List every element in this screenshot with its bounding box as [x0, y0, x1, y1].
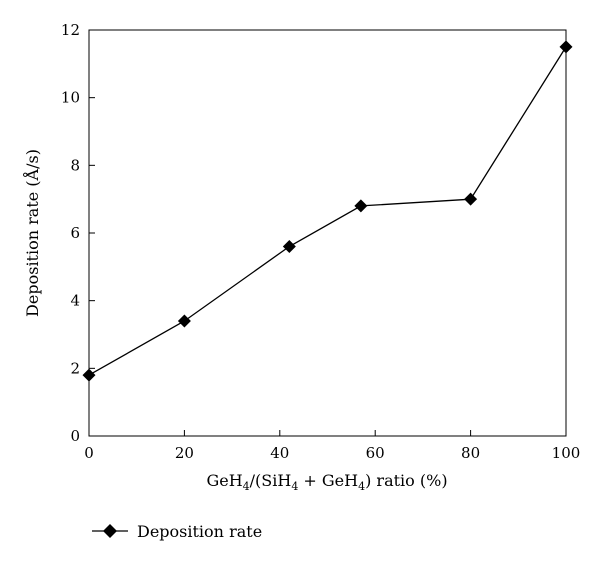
y-tick-label: 10	[61, 89, 80, 107]
x-axis: 0 20 40 60 80 100	[84, 430, 580, 462]
y-tick-label: 6	[70, 224, 80, 242]
data-point-5	[559, 40, 573, 54]
series-line-deposition-rate	[88, 46, 567, 376]
data-point-1	[177, 314, 191, 328]
data-point-0	[82, 368, 96, 382]
x-tick-label: 100	[552, 444, 581, 462]
legend: Deposition rate	[92, 522, 262, 541]
x-tick-label: 60	[366, 444, 385, 462]
data-point-3	[354, 199, 368, 213]
y-tick-label: 0	[70, 427, 80, 445]
x-axis-title: GeH4/(SiH4 + GeH4) ratio (%)	[206, 471, 447, 493]
x-tick-label: 80	[461, 444, 480, 462]
y-tick-label: 12	[61, 21, 80, 39]
y-tick-label: 8	[70, 156, 80, 174]
y-tick-label: 4	[70, 292, 80, 310]
y-tick-label: 2	[70, 359, 80, 377]
plot-frame	[88, 29, 567, 437]
data-point-2	[282, 240, 296, 254]
series-markers	[82, 40, 573, 382]
data-point-4	[464, 192, 478, 206]
legend-label: Deposition rate	[137, 522, 262, 541]
x-tick-label: 0	[84, 444, 94, 462]
y-axis-title: Deposition rate (Å/s)	[22, 149, 42, 317]
x-tick-label: 20	[175, 444, 194, 462]
x-tick-label: 40	[270, 444, 289, 462]
legend-diamond-marker	[103, 524, 117, 538]
y-axis: 0 2 4 6 8 10 12	[61, 21, 95, 445]
